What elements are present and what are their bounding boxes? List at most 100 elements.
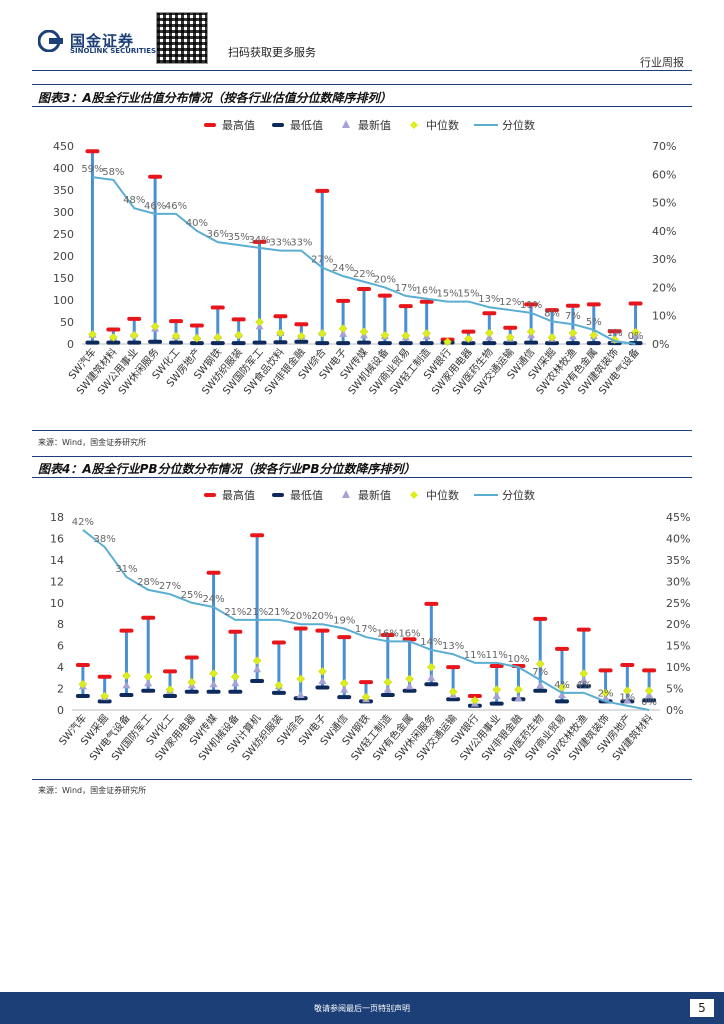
chart3-left-tick: 150 — [53, 272, 74, 285]
chart4-left-tick: 2 — [57, 683, 64, 696]
chart4-median-marker — [252, 656, 262, 666]
chart3-percentile-label: 20% — [374, 274, 396, 285]
qr-code-icon — [156, 12, 208, 64]
chart4-median-marker — [405, 674, 414, 684]
chart3-percentile-label: 15% — [436, 289, 458, 300]
chart4-median-marker — [143, 672, 153, 682]
chart4-percentile-label: 20% — [311, 611, 333, 622]
chart4-min-marker — [402, 688, 417, 693]
chart3-legend-min-swatch — [272, 123, 284, 127]
chart4-percentile-label: 4% — [576, 680, 592, 691]
chart4-max-marker — [315, 628, 330, 633]
chart3-title-rule — [32, 106, 692, 107]
chart3-percentile-label: 24% — [332, 263, 354, 274]
chart3-top-rule — [32, 84, 692, 85]
chart3-min-marker — [169, 340, 183, 345]
chart4-median-marker — [318, 667, 327, 676]
chart3-max-marker — [294, 322, 309, 327]
chart4-percentile-label: 7% — [532, 667, 548, 678]
chart4-title-rule — [32, 477, 692, 478]
chart3-percentile-label: 33% — [269, 238, 291, 249]
chart4-min-marker — [424, 682, 439, 687]
chart3-left-tick: 400 — [53, 162, 74, 175]
chart3-right-tick: 40% — [652, 225, 676, 238]
chart4-max-marker — [97, 674, 112, 679]
chart3-median-marker — [380, 330, 390, 340]
chart3-left-tick: 50 — [60, 316, 74, 329]
chart4-max-marker — [424, 601, 439, 606]
chart3-median-marker — [631, 327, 640, 337]
chart4-median-marker — [100, 691, 110, 701]
chart4-percentile-label: 2% — [598, 688, 614, 699]
chart4-latest-marker — [623, 696, 632, 704]
chart3-median-marker — [192, 333, 202, 343]
chart3-latest-marker — [339, 329, 348, 337]
chart4-latest-marker — [427, 673, 436, 681]
chart4-legend-label: 中位数 — [426, 488, 459, 502]
chart4-left-tick: 4 — [57, 661, 64, 674]
chart4-median-marker — [296, 674, 306, 684]
chart3-median-marker — [484, 328, 494, 338]
chart3-median-marker — [401, 331, 411, 340]
chart4-max-marker — [359, 680, 373, 685]
chart3-legend-max-swatch — [204, 123, 216, 127]
chart4-left-tick: 14 — [50, 554, 64, 567]
chart4-latest-marker — [579, 675, 588, 683]
chart3-left-tick: 450 — [53, 140, 74, 153]
chart4-right-tick: 20% — [666, 618, 690, 631]
chart3-median-marker — [526, 327, 536, 337]
chart4-title: 图表4：A股全行业PB分位数分布情况（按各行业PB分位数降序排列） — [38, 462, 416, 476]
chart4-percentile-label: 16% — [398, 628, 420, 639]
chart4-max-marker — [250, 533, 265, 538]
chart4-min-marker — [446, 697, 461, 702]
chart3-legend-latest: 最新值 — [342, 118, 391, 132]
chart3-min-marker — [545, 341, 559, 346]
chart4-percentile-label: 13% — [442, 641, 464, 652]
chart3-max-marker — [85, 149, 100, 154]
chart4-median-marker — [535, 659, 545, 669]
chart3-max-marker — [169, 319, 183, 324]
chart4-latest-marker — [318, 677, 327, 685]
chart4-median-marker — [361, 692, 371, 702]
chart3-percentile-label: 35% — [228, 232, 250, 243]
chart3-median-marker — [129, 330, 139, 340]
chart4-max-marker — [228, 629, 243, 634]
chart4-median-marker — [601, 688, 610, 698]
chart4-latest-marker — [558, 690, 566, 698]
footer-disclaimer: 敬请参阅最后一页特别声明 — [314, 1004, 410, 1013]
chart3-max-marker — [398, 304, 413, 309]
chart4-percentile-label: 16% — [377, 628, 399, 639]
chart4-legend-label: 最高值 — [222, 488, 255, 502]
chart3-max-marker — [315, 188, 330, 193]
chart3-percentile-label: 7% — [565, 311, 581, 322]
chart4-percentile-label: 11% — [486, 650, 508, 661]
chart4-bottom-rule — [32, 779, 692, 780]
chart4-latest-marker — [122, 681, 131, 689]
chart4-left-tick: 6 — [57, 640, 64, 653]
chart3-left-tick: 200 — [53, 250, 74, 263]
chart4-legend-label: 最新值 — [358, 488, 391, 502]
chart3-left-tick: 0 — [67, 338, 74, 351]
chart4-percentile-label: 21% — [224, 607, 246, 618]
chart3-min-marker — [461, 341, 476, 346]
chart3-median-marker — [234, 330, 244, 340]
chart4-latest-marker — [296, 690, 305, 698]
chart3-median-marker — [589, 330, 599, 340]
chart3-min-marker — [85, 340, 100, 345]
chart3-percentile-label: 15% — [457, 289, 479, 300]
chart3-median-marker — [547, 333, 557, 342]
chart3-median-marker — [296, 331, 306, 341]
chart4-source: 来源：Wind，国金证券研究所 — [38, 786, 147, 795]
chart3-right-tick: 0% — [652, 338, 669, 351]
report-type: 行业周报 — [640, 56, 684, 69]
chart3-min-marker — [398, 341, 413, 346]
chart4-max-marker — [620, 662, 635, 667]
chart4-right-tick: 30% — [666, 575, 690, 588]
chart4-median-marker — [492, 685, 502, 694]
chart3-min-marker — [315, 341, 330, 346]
chart3-max-marker — [377, 293, 392, 298]
chart3-percentile-label: 27% — [311, 255, 333, 266]
chart4-percentile-label: 4% — [554, 680, 570, 691]
chart4-percentile-label: 17% — [355, 624, 377, 635]
chart4-median-marker — [514, 685, 523, 694]
